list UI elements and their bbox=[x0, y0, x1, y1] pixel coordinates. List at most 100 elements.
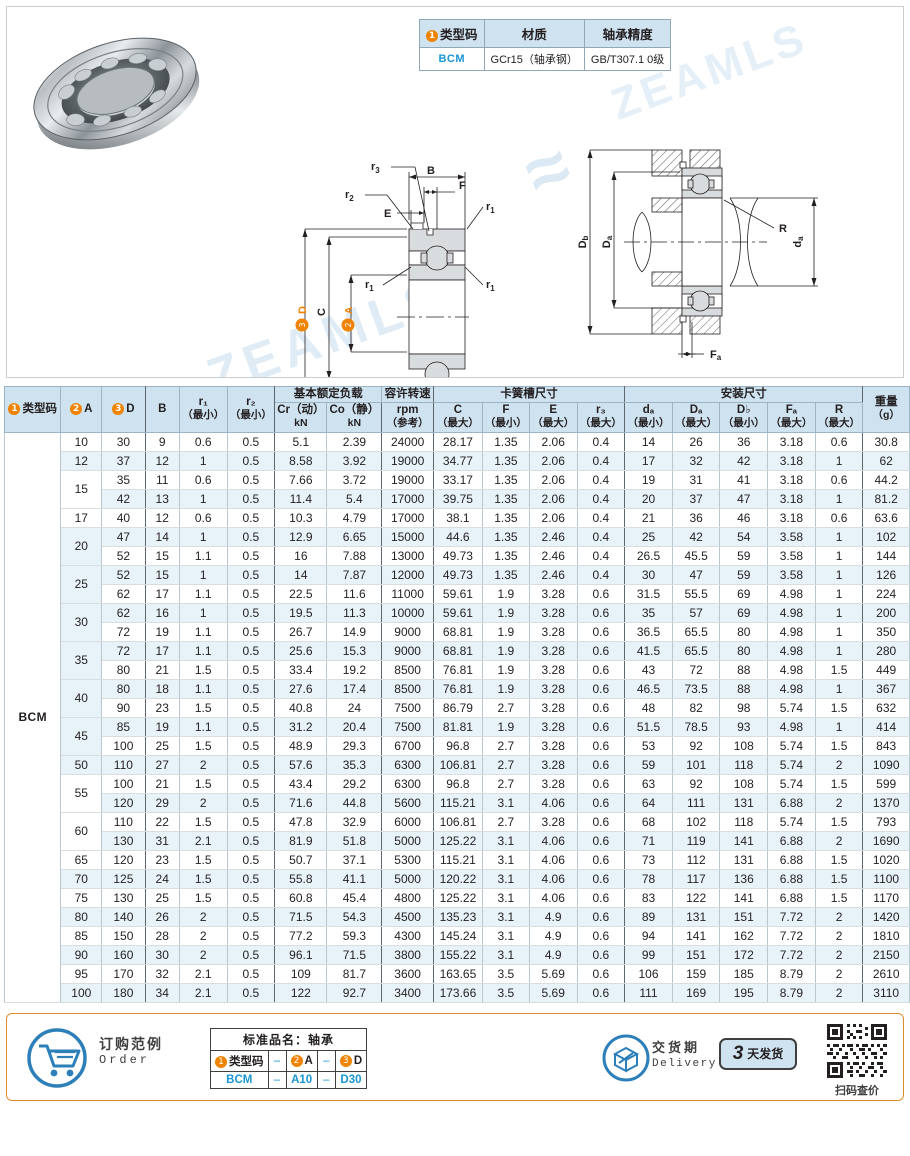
cell-r2: 0.5 bbox=[226, 659, 276, 680]
delivery-label: 交货期 Delivery bbox=[652, 1040, 717, 1071]
th-F: F （最小） bbox=[481, 402, 530, 433]
cell-da: 99 bbox=[624, 944, 673, 965]
cell-r1: 2 bbox=[178, 792, 228, 813]
cell-Da: 65.5 bbox=[671, 640, 721, 661]
cell-A: 20 bbox=[60, 526, 103, 566]
cell-rpm: 4300 bbox=[381, 925, 434, 946]
cell-Co: 14.9 bbox=[326, 621, 383, 642]
order-label-en: Order bbox=[99, 1053, 151, 1068]
cell-rpm: 8500 bbox=[381, 659, 434, 680]
cell-w: 1420 bbox=[862, 906, 910, 927]
cell-F: 3.1 bbox=[481, 906, 530, 927]
cell-Co: 92.7 bbox=[326, 982, 383, 1003]
spec-header-precision: 轴承精度 bbox=[583, 19, 672, 48]
cell-Da: 26 bbox=[671, 431, 721, 452]
cell-D: 80 bbox=[101, 678, 146, 699]
table-row: 45 85 19 1.1 0.5 31.2 20.4 7500 81.81 1.9 3.28 0.6 5… bbox=[5, 716, 910, 756]
cell-C: 34.77 bbox=[432, 450, 483, 471]
cell-Db: 93 bbox=[719, 716, 769, 737]
cell-r3: 0.4 bbox=[576, 469, 626, 490]
cell-Cr: 10.3 bbox=[274, 507, 328, 528]
cell-C: 76.81 bbox=[432, 678, 483, 699]
cell-w: 367 bbox=[862, 678, 910, 699]
cell-Fa: 6.88 bbox=[767, 887, 816, 908]
cell-Db: 131 bbox=[719, 792, 769, 813]
cell-A: 100 bbox=[60, 982, 103, 1003]
order-dash-3: – bbox=[267, 1070, 287, 1089]
cell-B: 9 bbox=[144, 431, 180, 452]
cell-A: 85 bbox=[60, 925, 103, 946]
cell-r3: 0.6 bbox=[576, 735, 626, 756]
cell-D: 35 bbox=[101, 469, 146, 490]
cell-B: 14 bbox=[144, 526, 180, 547]
cell-R: 1 bbox=[814, 716, 864, 737]
cell-D: 100 bbox=[101, 773, 146, 794]
cell-Db: 36 bbox=[719, 431, 769, 452]
cell-R: 1.5 bbox=[814, 887, 864, 908]
cell-C: 59.61 bbox=[432, 602, 483, 623]
bearing-product-photo bbox=[13, 11, 218, 156]
cell-D: 62 bbox=[101, 583, 146, 604]
dim-label-E: E bbox=[384, 208, 391, 220]
cell-Da: 47 bbox=[671, 564, 721, 585]
cell-rpm: 3800 bbox=[381, 944, 434, 965]
cell-A: 50 bbox=[60, 754, 103, 775]
cell-C: 39.75 bbox=[432, 488, 483, 509]
cell-A: 75 bbox=[60, 887, 103, 908]
cell-w: 599 bbox=[862, 773, 910, 794]
cell-Fa: 4.98 bbox=[767, 678, 816, 699]
cell-R: 1 bbox=[814, 545, 864, 566]
cell-B: 12 bbox=[144, 450, 180, 471]
cell-R: 1.5 bbox=[814, 735, 864, 756]
cell-Fa: 4.98 bbox=[767, 640, 816, 661]
cell-rpm: 7500 bbox=[381, 697, 434, 718]
cell-Da: 45.5 bbox=[671, 545, 721, 566]
order-value-type-code: BCM bbox=[210, 1070, 269, 1089]
cell-rpm: 5600 bbox=[381, 792, 434, 813]
cell-E: 4.06 bbox=[528, 887, 578, 908]
table-row: 30 62 16 1 0.5 19.5 11.3 10000 59.61 1.9 3.28 0.6 35… bbox=[5, 602, 910, 642]
cell-Db: 141 bbox=[719, 830, 769, 851]
cell-r1: 1.5 bbox=[178, 811, 228, 832]
cell-Fa: 8.79 bbox=[767, 963, 816, 984]
cell-Da: 119 bbox=[671, 830, 721, 851]
cell-r3: 0.4 bbox=[576, 431, 626, 452]
cell-F: 3.1 bbox=[481, 887, 530, 908]
table-row: 130 31 2.1 0.5 81.9 51.8 5000 125.22 3.1 4.06 0.6 7… bbox=[5, 830, 910, 851]
cell-C: 145.24 bbox=[432, 925, 483, 946]
cell-r3: 0.4 bbox=[576, 488, 626, 509]
cell-D: 180 bbox=[101, 982, 146, 1003]
spec-header-type-code: 1 类型码 bbox=[419, 19, 485, 48]
cell-da: 30 bbox=[624, 564, 673, 585]
cell-r3: 0.6 bbox=[576, 830, 626, 851]
dim-label-r1-b: r1 bbox=[486, 279, 495, 293]
cell-r2: 0.5 bbox=[226, 469, 276, 490]
cell-F: 3.1 bbox=[481, 868, 530, 889]
cell-r2: 0.5 bbox=[226, 982, 276, 1003]
cell-F: 3.5 bbox=[481, 963, 530, 984]
cell-F: 1.35 bbox=[481, 488, 530, 509]
cell-r2: 0.5 bbox=[226, 716, 276, 737]
cell-Da: 159 bbox=[671, 963, 721, 984]
cell-F: 1.35 bbox=[481, 526, 530, 547]
cell-w: 1370 bbox=[862, 792, 910, 813]
cell-w: 1100 bbox=[862, 868, 910, 889]
table-row: 120 29 2 0.5 71.6 44.8 5600 115.21 3.1 4.06 0.6 64 1… bbox=[5, 792, 910, 813]
cell-F: 1.35 bbox=[481, 564, 530, 585]
cell-Db: 80 bbox=[719, 621, 769, 642]
cell-Cr: 47.8 bbox=[274, 811, 328, 832]
cell-r1: 1 bbox=[178, 526, 228, 547]
dim-label-r3: r3 bbox=[371, 161, 380, 175]
cell-da: 26.5 bbox=[624, 545, 673, 566]
cell-Cr: 14 bbox=[274, 564, 328, 585]
cell-rpm: 24000 bbox=[381, 431, 434, 452]
cell-da: 25 bbox=[624, 526, 673, 547]
cell-F: 3.1 bbox=[481, 849, 530, 870]
cell-Db: 47 bbox=[719, 488, 769, 509]
cell-C: 33.17 bbox=[432, 469, 483, 490]
cell-E: 3.28 bbox=[528, 678, 578, 699]
cell-Db: 42 bbox=[719, 450, 769, 471]
cell-B: 21 bbox=[144, 659, 180, 680]
cell-E: 2.46 bbox=[528, 545, 578, 566]
